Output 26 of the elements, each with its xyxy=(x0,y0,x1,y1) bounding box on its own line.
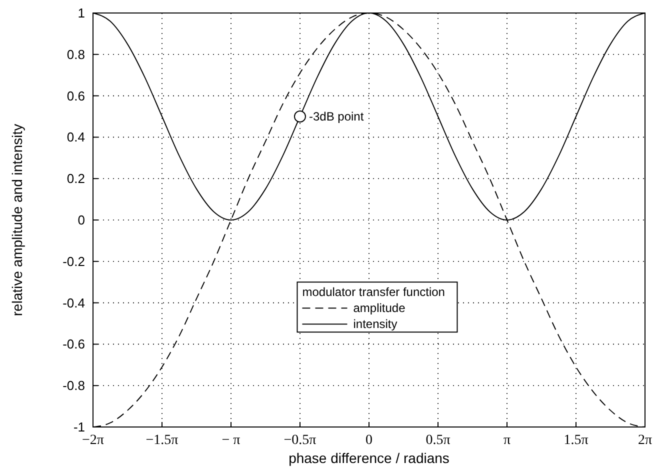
y-axis-title: relative amplitude and intensity xyxy=(9,124,25,316)
y-tick-label: 0 xyxy=(78,212,85,228)
x-tick-label: 0.5π xyxy=(426,433,450,448)
y-tick-label: 0.6 xyxy=(66,88,85,104)
x-tick-label: − π xyxy=(222,433,240,448)
x-tick-label: −1.5π xyxy=(146,433,178,448)
y-tick-label: 0.4 xyxy=(66,130,85,145)
x-tick-label: −0.5π xyxy=(284,433,316,448)
y-tick-label: -0.8 xyxy=(62,378,85,394)
x-tick-label: −2π xyxy=(82,433,104,448)
x-tick-label: π xyxy=(503,433,511,448)
x-tick-label: 0 xyxy=(366,433,372,448)
y-tick-label: -1 xyxy=(73,420,85,434)
legend-label: intensity xyxy=(353,317,398,332)
y-tick-label: 0.2 xyxy=(66,171,85,186)
y-tick-label: 0.8 xyxy=(66,46,85,62)
y-tick-label: -0.4 xyxy=(62,295,85,310)
x-axis-title: phase difference / radians xyxy=(288,450,450,466)
annotation: -3dB point xyxy=(308,110,364,124)
y-tick-label: -0.2 xyxy=(62,254,85,269)
legend-label: amplitude xyxy=(353,301,406,316)
legend-title: modulator transfer function xyxy=(302,285,445,300)
x-tick-label: 2π xyxy=(638,433,652,448)
y-tick-label: -0.6 xyxy=(62,336,85,352)
x-tick-label: 1.5π xyxy=(564,433,588,448)
y-tick-label: 1 xyxy=(78,6,85,20)
